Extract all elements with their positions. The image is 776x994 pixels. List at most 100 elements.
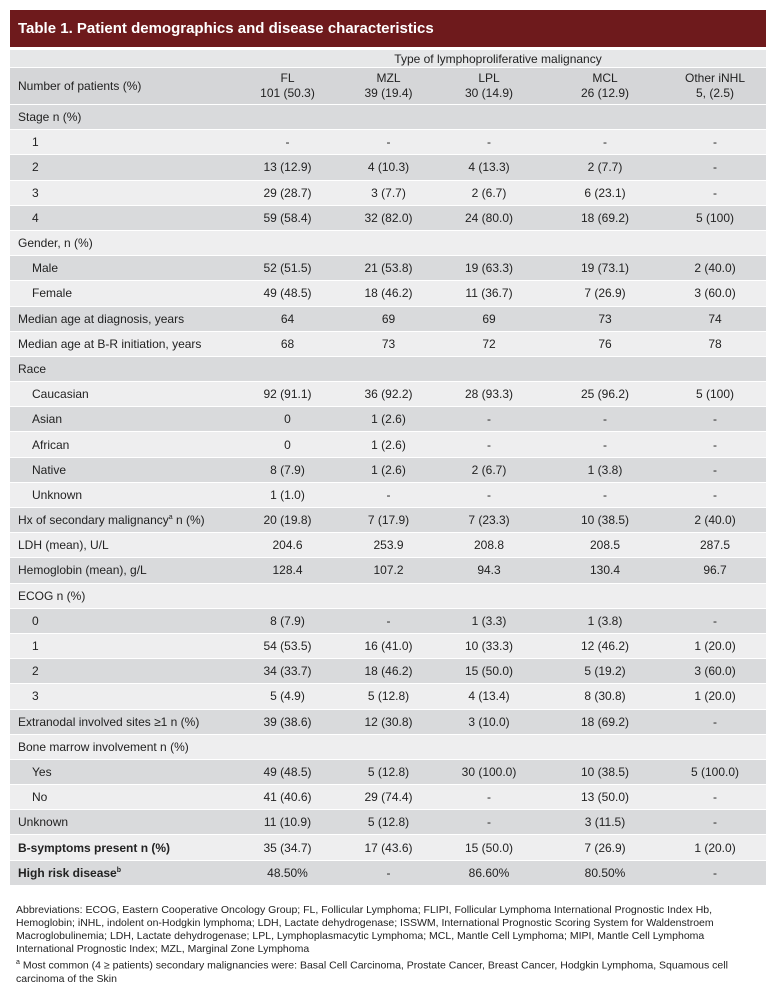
sub-row: 3 29 (28.7) 3 (7.7) 2 (6.7) 6 (23.1) - (10, 180, 767, 206)
cell (345, 230, 432, 257)
cell: 18 (69.2) (546, 709, 664, 735)
cell: 69 (345, 306, 432, 332)
cell: 3 (11.5) (546, 809, 664, 836)
cell: 7 (26.9) (546, 280, 664, 307)
cell: 19 (63.3) (432, 255, 546, 282)
cell: 287.5 (664, 532, 767, 559)
cell: 74 (664, 306, 767, 332)
cell: 69 (432, 306, 546, 332)
footnote: a Most common (4 ≥ patients) secondary m… (16, 956, 761, 986)
cell: 5 (12.8) (345, 759, 432, 786)
group-header: Type of lymphoproliferative malignancy (230, 50, 767, 68)
table-title: Table 1. Patient demographics and diseas… (10, 10, 766, 47)
row-label-cell: Male (10, 255, 230, 282)
cell: 15 (50.0) (432, 834, 546, 861)
row-label: African (32, 437, 70, 452)
cell: 5 (100) (664, 381, 767, 408)
row-label-cell: B-symptoms present n (%) (10, 834, 230, 861)
group-header-row: Type of lymphoproliferative malignancy (10, 50, 767, 68)
row-label-cell: No (10, 784, 230, 811)
column-count: 39 (19.4) (364, 86, 413, 100)
notes: Abbreviations: ECOG, Eastern Cooperative… (16, 904, 761, 986)
row-label: 2 (32, 664, 39, 679)
sub-row: 2 13 (12.9) 4 (10.3) 4 (13.3) 2 (7.7) - (10, 154, 767, 181)
cell: 94.3 (432, 557, 546, 584)
row: Extranodal involved sites ≥1 n (%) 39 (38… (10, 709, 767, 735)
row-label-cell: Gender, n (%) (10, 230, 230, 257)
row-label-cell: Hemoglobin (mean), g/L (10, 557, 230, 584)
cell: 18 (46.2) (345, 280, 432, 307)
table-body: Type of lymphoproliferative malignancy N… (10, 50, 767, 886)
cell (345, 104, 432, 131)
row-label: ECOG n (%) (18, 588, 86, 603)
cell: - (664, 180, 767, 206)
column-count: 5, (2.5) (696, 86, 735, 100)
sub-row: Male 52 (51.5) 21 (53.8) 19 (63.3) 19 (73.1)… (10, 255, 767, 282)
column-name: LPL (478, 71, 500, 85)
cell: - (546, 129, 664, 156)
column-count: 101 (50.3) (260, 86, 315, 100)
sub-row: No 41 (40.6) 29 (74.4) -13 (50.0) - (10, 784, 767, 811)
cell: - (664, 784, 767, 811)
column-header: MCL 26 (12.9) (546, 67, 664, 105)
row-label-cell: Female (10, 280, 230, 307)
cell: 2 (40.0) (664, 255, 767, 282)
cell (546, 104, 664, 131)
row-label: 3 (32, 689, 39, 704)
cell: 86.60% (432, 860, 546, 886)
header-row: Number of patients (%) FL 101 (50.3) MZL 39 … (10, 67, 767, 105)
row-label: Median age at B-R initiation, years (18, 336, 202, 351)
cell (546, 230, 664, 257)
cell: 20 (19.8) (230, 507, 345, 534)
cell: 13 (50.0) (546, 784, 664, 811)
cell: 0 (230, 431, 345, 458)
row: Bone marrow involvement n (%) (10, 734, 767, 760)
cell: 253.9 (345, 532, 432, 559)
cell: 8 (7.9) (230, 457, 345, 483)
cell: 2 (7.7) (546, 154, 664, 181)
cell: - (546, 482, 664, 509)
cell: 76 (546, 331, 664, 357)
cell: 5 (100.0) (664, 759, 767, 786)
cell: 15 (50.0) (432, 658, 546, 685)
cell (432, 104, 546, 131)
row-label: 3 (32, 185, 39, 200)
cell (432, 583, 546, 609)
row-label-cell: Caucasian (10, 381, 230, 408)
row: Gender, n (%) (10, 230, 767, 257)
cell: 80.50% (546, 860, 664, 886)
cell: 92 (91.1) (230, 381, 345, 408)
cell: - (664, 457, 767, 483)
column-header: MZL 39 (19.4) (345, 67, 432, 105)
cell: 6 (23.1) (546, 180, 664, 206)
header-label: Number of patients (%) (10, 67, 230, 105)
cell: 1 (20.0) (664, 683, 767, 710)
cell: 130.4 (546, 557, 664, 584)
row-label-cell: Race (10, 356, 230, 383)
row: Stage n (%) (10, 104, 767, 131)
cell: 73 (345, 331, 432, 357)
row-label-suffix: n (%) (172, 513, 205, 528)
cell: 68 (230, 331, 345, 357)
cell (230, 104, 345, 131)
cell: - (664, 608, 767, 634)
row-label: Male (32, 261, 59, 276)
cell: 204.6 (230, 532, 345, 559)
row-label-cell: Native (10, 457, 230, 483)
cell: - (664, 860, 767, 886)
row: Median age at diagnosis, years 64 69 69 73 74 (10, 306, 767, 332)
row-label-cell: 1 (10, 633, 230, 660)
cell: 3 (10.0) (432, 709, 546, 735)
cell: 17 (43.6) (345, 834, 432, 861)
cell: 1 (3.8) (546, 608, 664, 634)
table: Type of lymphoproliferative malignancy N… (10, 50, 767, 886)
row-label-cell: 1 (10, 129, 230, 156)
cell (230, 734, 345, 760)
row-label-cell: Unknown (10, 482, 230, 509)
cell: 4 (13.3) (432, 154, 546, 181)
cell (230, 356, 345, 383)
cell: 1 (3.8) (546, 457, 664, 483)
cell: 12 (46.2) (546, 633, 664, 660)
cell: 1 (2.6) (345, 431, 432, 458)
